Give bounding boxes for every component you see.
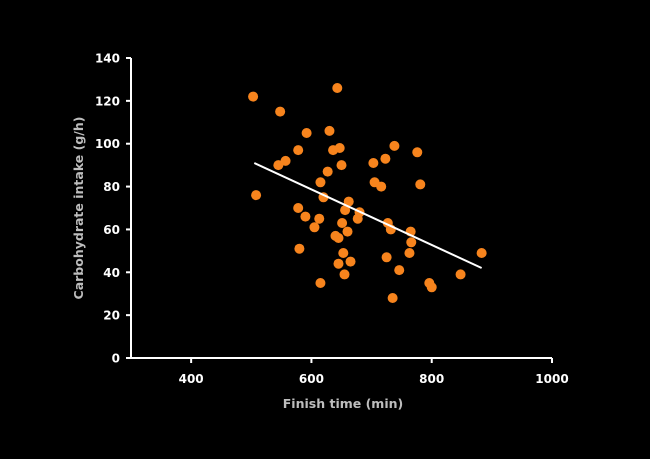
data-point — [309, 222, 320, 233]
data-point — [342, 226, 353, 237]
data-point — [394, 265, 405, 276]
data-point — [455, 269, 466, 280]
data-point — [345, 256, 356, 267]
data-point — [333, 258, 344, 269]
data-point — [476, 248, 487, 258]
data-point — [404, 248, 415, 258]
x-tick-label: 400 — [179, 372, 204, 386]
data-point — [315, 278, 326, 288]
y-tick-label: 0 — [112, 352, 120, 366]
data-point — [380, 153, 391, 164]
data-point — [324, 125, 335, 136]
data-point — [368, 158, 379, 168]
data-point — [293, 203, 304, 213]
x-tick-label: 800 — [419, 372, 444, 386]
data-point — [280, 155, 291, 166]
data-point — [406, 237, 417, 248]
data-point — [389, 140, 400, 151]
data-point — [343, 196, 354, 207]
data-point — [337, 218, 348, 228]
trend-line — [253, 162, 483, 269]
y-tick-label: 40 — [103, 266, 120, 280]
data-point — [415, 179, 426, 190]
y-axis-title: Carbohydrate intake (g/h) — [71, 117, 86, 300]
data-point — [333, 233, 344, 243]
y-tick-label: 140 — [95, 52, 120, 66]
trendline-group — [253, 162, 483, 269]
y-tick-label: 100 — [95, 137, 120, 151]
data-point — [381, 252, 392, 263]
data-point — [376, 181, 387, 192]
data-point — [273, 160, 284, 171]
data-point — [332, 83, 343, 93]
data-point — [251, 190, 262, 201]
x-tick-label: 600 — [299, 372, 324, 386]
data-point — [412, 147, 423, 158]
y-tick-label: 120 — [95, 94, 120, 108]
y-tick-label: 80 — [103, 180, 120, 194]
data-point — [293, 145, 304, 156]
data-points — [248, 83, 487, 303]
y-tick-label: 20 — [103, 309, 120, 323]
data-point — [338, 248, 349, 258]
data-point — [340, 205, 351, 216]
data-point — [339, 269, 350, 280]
x-axis-title: Finish time (min) — [283, 396, 403, 411]
data-point — [322, 166, 333, 177]
data-point — [294, 243, 305, 254]
data-point — [336, 160, 347, 171]
data-point — [387, 293, 398, 303]
data-point — [301, 128, 312, 138]
data-point — [300, 211, 311, 222]
y-tick-label: 60 — [103, 223, 120, 237]
data-point — [334, 143, 345, 153]
data-point — [426, 282, 437, 293]
x-tick-label: 1000 — [535, 372, 568, 386]
data-point — [248, 91, 259, 102]
data-point — [275, 106, 286, 117]
axes: 0 20 40 60 80 100 120 140 400 600 800 1000 — [95, 52, 569, 387]
data-point — [314, 213, 325, 224]
data-point — [315, 177, 326, 188]
